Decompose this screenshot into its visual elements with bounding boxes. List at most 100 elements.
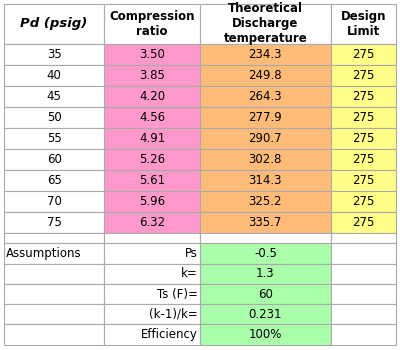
Bar [4,128,104,149]
Text: -0.5: -0.5 [254,247,277,260]
Text: 5.96: 5.96 [139,195,165,208]
Bar [104,191,200,212]
Text: 75: 75 [47,216,62,229]
Text: 5.26: 5.26 [139,153,165,166]
Bar [4,243,104,264]
Bar [200,264,331,284]
Text: 277.9: 277.9 [248,111,282,124]
Bar [200,107,331,128]
Bar [200,284,331,304]
Text: 55: 55 [47,132,62,145]
Bar [4,324,104,345]
Text: 70: 70 [47,195,62,208]
Text: 290.7: 290.7 [248,132,282,145]
Bar [104,170,200,191]
Text: 234.3: 234.3 [248,48,282,61]
Text: 60: 60 [258,287,273,301]
Text: Ps: Ps [185,247,198,260]
Text: 4.91: 4.91 [139,132,165,145]
Bar [4,304,104,324]
Text: 275: 275 [352,153,374,166]
Text: Efficiency: Efficiency [141,328,198,341]
Text: Theoretical
Discharge
temperature: Theoretical Discharge temperature [224,2,307,45]
Text: 50: 50 [47,111,62,124]
Text: 3.50: 3.50 [139,48,165,61]
Bar [4,233,104,243]
Text: Pd (psig): Pd (psig) [20,17,88,30]
Bar [104,233,200,243]
Bar [4,284,104,304]
Bar [331,243,396,264]
Bar [200,233,331,243]
Text: k=: k= [181,267,198,280]
Text: 1.3: 1.3 [256,267,275,280]
Bar [104,65,200,86]
Bar [200,170,331,191]
Bar [4,170,104,191]
Bar [200,243,331,264]
Bar [4,86,104,107]
Text: 35: 35 [47,48,62,61]
Bar [331,107,396,128]
Text: 275: 275 [352,69,374,82]
Bar [4,212,104,233]
Text: 314.3: 314.3 [248,174,282,187]
Bar [200,65,331,86]
Bar [4,264,104,284]
Text: 275: 275 [352,48,374,61]
Text: Compression
ratio: Compression ratio [109,9,195,38]
Bar [331,65,396,86]
Bar [104,44,200,65]
Bar [4,191,104,212]
Text: 249.8: 249.8 [248,69,282,82]
Bar [104,284,200,304]
Text: Ts (F)=: Ts (F)= [157,287,198,301]
Text: 275: 275 [352,90,374,103]
Bar [331,44,396,65]
Bar [331,304,396,324]
Bar [200,191,331,212]
Bar [200,4,331,44]
Text: 302.8: 302.8 [249,153,282,166]
Bar [104,243,200,264]
Bar [4,149,104,170]
Bar [331,191,396,212]
Text: 275: 275 [352,174,374,187]
Text: 4.56: 4.56 [139,111,165,124]
Bar [4,65,104,86]
Bar [200,304,331,324]
Bar [331,149,396,170]
Bar [200,86,331,107]
Bar [104,86,200,107]
Bar [104,149,200,170]
Bar [104,264,200,284]
Text: 275: 275 [352,216,374,229]
Bar [4,44,104,65]
Text: 0.231: 0.231 [248,308,282,321]
Text: 264.3: 264.3 [248,90,282,103]
Bar [331,212,396,233]
Text: 275: 275 [352,195,374,208]
Text: 5.61: 5.61 [139,174,165,187]
Text: 65: 65 [47,174,62,187]
Text: 275: 275 [352,111,374,124]
Bar [331,233,396,243]
Bar [331,4,396,44]
Bar [331,86,396,107]
Text: 3.85: 3.85 [139,69,165,82]
Bar [104,304,200,324]
Bar [331,284,396,304]
Bar [331,170,396,191]
Text: 60: 60 [47,153,62,166]
Bar [104,4,200,44]
Bar [200,212,331,233]
Text: (k-1)/k=: (k-1)/k= [149,308,198,321]
Bar [200,149,331,170]
Text: 6.32: 6.32 [139,216,165,229]
Bar [4,4,104,44]
Text: 325.2: 325.2 [248,195,282,208]
Text: 45: 45 [47,90,62,103]
Bar [104,107,200,128]
Bar [104,324,200,345]
Bar [331,264,396,284]
